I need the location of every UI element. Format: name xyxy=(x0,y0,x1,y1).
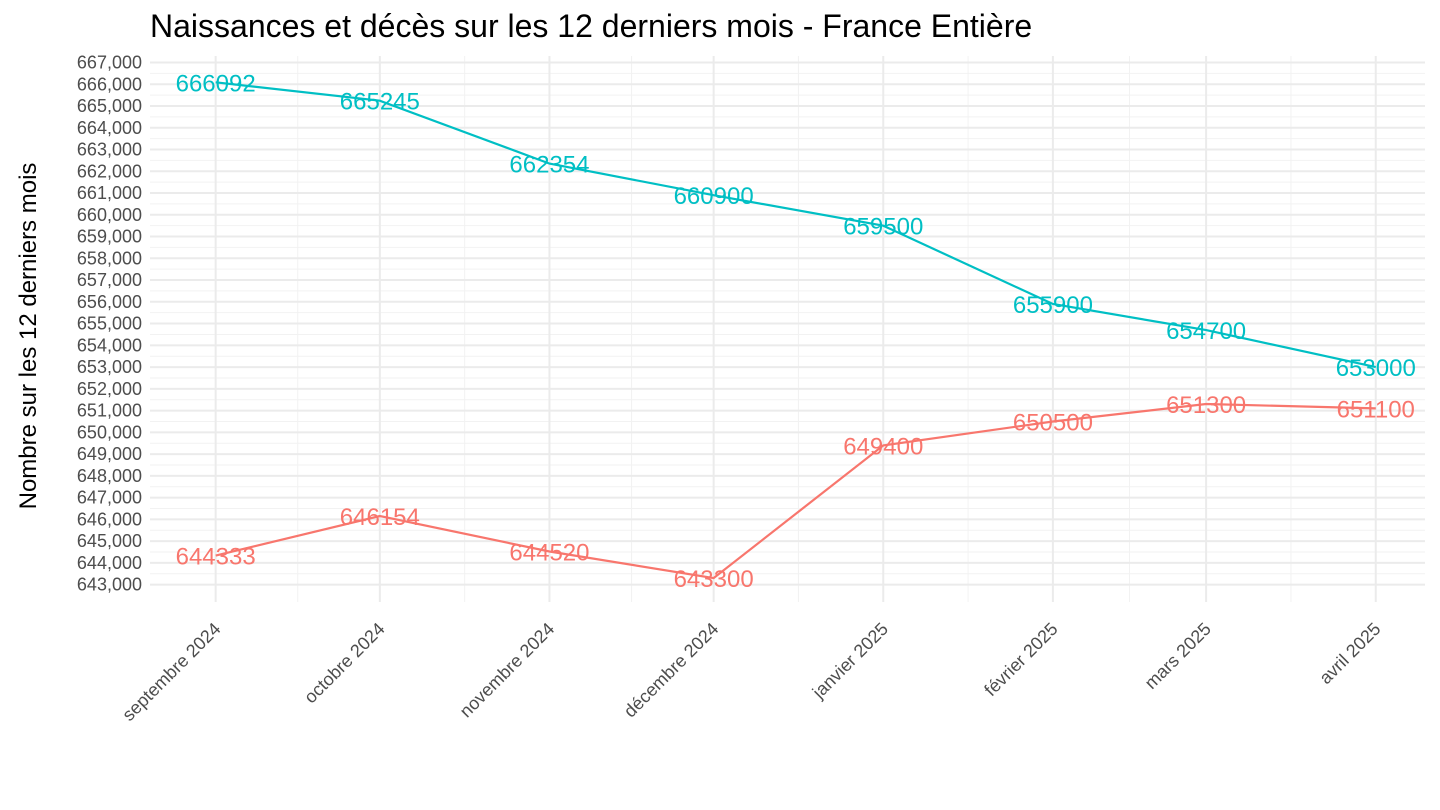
y-tick-label: 654,000 xyxy=(77,335,142,355)
x-axis-ticks: septembre 2024 octobre 2024 novembre 2024 d… xyxy=(118,619,1384,725)
data-label: 646154 xyxy=(340,504,420,531)
y-tick-label: 647,000 xyxy=(77,488,142,508)
data-label: 662354 xyxy=(509,152,589,179)
data-label: 649400 xyxy=(843,433,923,460)
x-tick-label: janvier 2025 xyxy=(808,619,892,703)
series-line-0 xyxy=(215,81,1377,369)
y-axis-label: Nombre sur les 12 derniers mois xyxy=(15,163,42,510)
y-tick-label: 667,000 xyxy=(77,53,142,73)
x-tick-label: avril 2025 xyxy=(1315,619,1384,688)
series-line-1 xyxy=(215,402,1376,580)
y-axis-ticks: 643,000644,000645,000646,000647,000648,0… xyxy=(77,53,142,595)
y-tick-label: 651,000 xyxy=(77,401,142,421)
data-label: 660900 xyxy=(674,183,754,210)
y-tick-label: 663,000 xyxy=(77,140,142,160)
data-label: 665245 xyxy=(340,89,420,116)
major-gridlines xyxy=(150,56,1425,602)
data-label: 666092 xyxy=(176,70,256,97)
y-tick-label: 665,000 xyxy=(77,96,142,116)
y-tick-label: 644,000 xyxy=(77,553,142,573)
y-tick-label: 652,000 xyxy=(77,379,142,399)
data-labels: 666092 665245 662354 660900 659500 655900 6547… xyxy=(176,70,1416,593)
series-lines xyxy=(215,81,1377,580)
y-tick-label: 661,000 xyxy=(77,183,142,203)
minor-gridlines xyxy=(150,56,1425,602)
y-tick-label: 653,000 xyxy=(77,357,142,377)
data-label: 659500 xyxy=(843,214,923,241)
y-tick-label: 664,000 xyxy=(77,118,142,138)
y-tick-label: 643,000 xyxy=(77,575,142,595)
y-tick-label: 646,000 xyxy=(77,509,142,529)
y-tick-label: 650,000 xyxy=(77,422,142,442)
data-label: 655900 xyxy=(1013,292,1093,319)
data-label: 651300 xyxy=(1166,392,1246,419)
data-label: 651100 xyxy=(1337,396,1415,423)
x-tick-label: septembre 2024 xyxy=(118,619,224,725)
data-label: 650500 xyxy=(1013,409,1093,436)
y-tick-label: 662,000 xyxy=(77,161,142,181)
data-label: 644333 xyxy=(176,544,256,571)
y-tick-label: 660,000 xyxy=(77,205,142,225)
y-tick-label: 657,000 xyxy=(77,270,142,290)
x-tick-label: novembre 2024 xyxy=(456,619,559,722)
x-tick-label: décembre 2024 xyxy=(620,619,723,722)
y-tick-label: 649,000 xyxy=(77,444,142,464)
y-tick-label: 648,000 xyxy=(77,466,142,486)
y-tick-label: 645,000 xyxy=(77,531,142,551)
x-tick-label: octobre 2024 xyxy=(300,619,388,707)
chart-title: Naissances et décès sur les 12 derniers … xyxy=(150,8,1033,44)
y-tick-label: 659,000 xyxy=(77,227,142,247)
y-tick-label: 666,000 xyxy=(77,74,142,94)
data-label: 643300 xyxy=(674,566,754,593)
y-tick-label: 655,000 xyxy=(77,314,142,334)
y-tick-label: 658,000 xyxy=(77,248,142,268)
data-label: 653000 xyxy=(1336,355,1416,382)
x-tick-label: mars 2025 xyxy=(1141,619,1215,693)
data-label: 644520 xyxy=(509,540,589,567)
data-label: 654700 xyxy=(1166,318,1246,345)
y-tick-label: 656,000 xyxy=(77,292,142,312)
x-tick-label: février 2025 xyxy=(980,619,1061,700)
